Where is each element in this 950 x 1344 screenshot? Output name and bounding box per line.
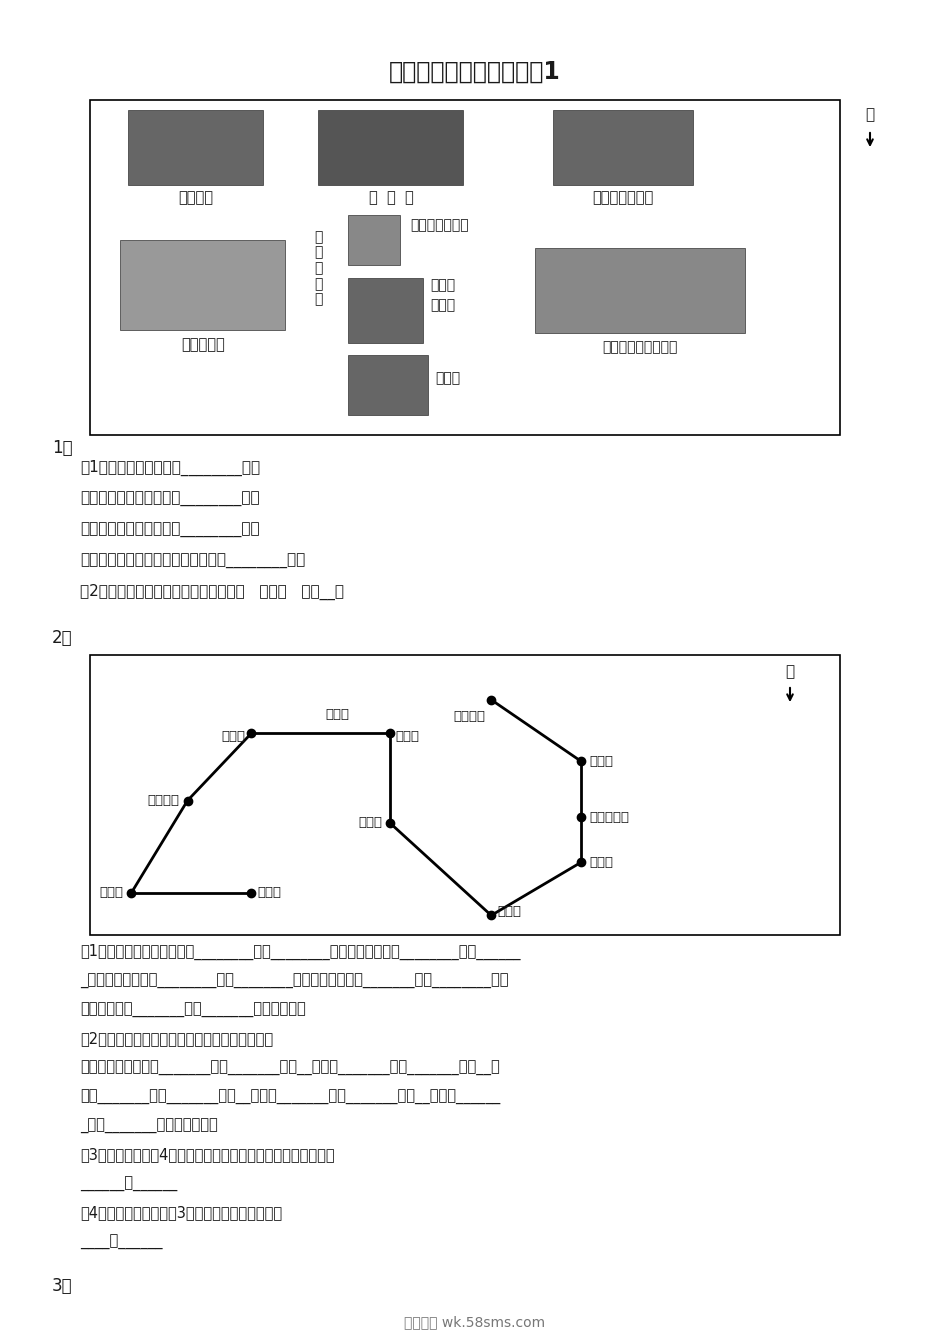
Text: 少年宫，再向_______行驶_______站到图书馆。: 少年宫，再向_______行驶_______站到图书馆。: [80, 1003, 306, 1017]
Bar: [348, 355, 428, 415]
Text: 北: 北: [786, 664, 794, 680]
Text: 拥军路: 拥军路: [358, 817, 382, 829]
Bar: [120, 241, 285, 331]
Text: 文化路: 文化路: [497, 906, 522, 918]
Text: 劳动人民文化宫: 劳动人民文化宫: [593, 191, 654, 206]
Text: 3、: 3、: [52, 1277, 72, 1296]
Text: 中山公园: 中山公园: [179, 191, 214, 206]
Text: 动物园: 动物园: [395, 730, 419, 743]
Text: 幸福街: 幸福街: [589, 755, 614, 767]
Text: 中国革命历史博物馆在天安门广场的________面。: 中国革命历史博物馆在天安门广场的________面。: [80, 554, 305, 569]
Text: 纪念堂: 纪念堂: [430, 298, 455, 312]
Text: 图书馆: 图书馆: [257, 887, 281, 899]
Text: 长  安  街: 长 安 街: [369, 191, 413, 206]
Text: 光明路: 光明路: [589, 856, 614, 868]
Text: （2）说一说小飞从图书馆返回人民广场的路线：: （2）说一说小飞从图书馆返回人民广场的路线：: [80, 1031, 274, 1047]
Text: 商场路: 商场路: [221, 730, 245, 743]
Bar: [348, 278, 423, 343]
Text: 东方电影院: 东方电影院: [589, 810, 629, 824]
Text: 1、: 1、: [52, 439, 72, 457]
Text: _站到动物园，再向________行驶________站到商场路，再向_______行驶________站到: _站到动物园，再向________行驶________站到商场路，再向_____…: [80, 973, 508, 989]
Text: 小飞从图书馆出发向_______行驶_______站到__，再向_______行驶_______站到__，: 小飞从图书馆出发向_______行驶_______站到__，再向_______行…: [80, 1060, 500, 1075]
Text: 中山公园在天安门广场的________面，: 中山公园在天安门广场的________面，: [80, 492, 259, 507]
Text: _行驶_______站到人民广场。: _行驶_______站到人民广场。: [80, 1118, 218, 1133]
Text: 《三认识方向》同步练习1: 《三认识方向》同步练习1: [390, 60, 560, 83]
Text: 爱民路: 爱民路: [326, 708, 350, 722]
Text: ______或______: ______或______: [80, 1176, 178, 1192]
Text: 正阳门在毛主席纪念堂的________面，: 正阳门在毛主席纪念堂的________面，: [80, 523, 259, 538]
Text: 天
安
门
广
场: 天 安 门 广 场: [314, 230, 322, 306]
Text: 人民大会堂: 人民大会堂: [181, 337, 225, 352]
Text: （4）小明在爱民路上车3站，她可能在哪站下车？: （4）小明在爱民路上车3站，她可能在哪站下车？: [80, 1206, 282, 1220]
Text: （2）你在图中还发现哪些方向关系？（   ）在（   ）的__面: （2）你在图中还发现哪些方向关系？（ ）在（ ）的__面: [80, 583, 344, 601]
Text: （1）天安门在长安街的________面，: （1）天安门在长安街的________面，: [80, 460, 260, 476]
Bar: [553, 110, 693, 185]
Bar: [90, 99, 840, 435]
Text: 五八文库 wk.58sms.com: 五八文库 wk.58sms.com: [405, 1314, 545, 1329]
Text: 人民医院: 人民医院: [147, 794, 180, 808]
Text: 少年宫: 少年宫: [99, 887, 124, 899]
Text: 再向_______行驶_______站到__，再向_______行驶_______站到__，再向______: 再向_______行驶_______站到__，再向_______行驶______…: [80, 1090, 501, 1105]
Bar: [348, 215, 400, 265]
Text: 北: 北: [865, 108, 875, 122]
Text: 毛主席: 毛主席: [430, 278, 455, 292]
Bar: [318, 110, 463, 185]
Text: 2、: 2、: [52, 629, 72, 646]
Bar: [90, 655, 840, 935]
Text: 人民英雄纪念碑: 人民英雄纪念碑: [410, 218, 468, 233]
Text: ____或______: ____或______: [80, 1235, 162, 1250]
Text: （1）小飞从人民广场出发向________行驶________站到文化路，再向________行驶______: （1）小飞从人民广场出发向________行驶________站到文化路，再向_…: [80, 943, 521, 960]
Text: 正阳门: 正阳门: [435, 371, 460, 384]
Text: （3）小红如果坐了4站，在拥军路下车，她可能从哪站上车的？: （3）小红如果坐了4站，在拥军路下车，她可能从哪站上车的？: [80, 1148, 334, 1163]
Bar: [535, 249, 745, 333]
Text: 人民广场: 人民广场: [453, 710, 485, 723]
Text: 中国革命历史博物馆: 中国革命历史博物馆: [602, 340, 677, 353]
Bar: [128, 110, 263, 185]
